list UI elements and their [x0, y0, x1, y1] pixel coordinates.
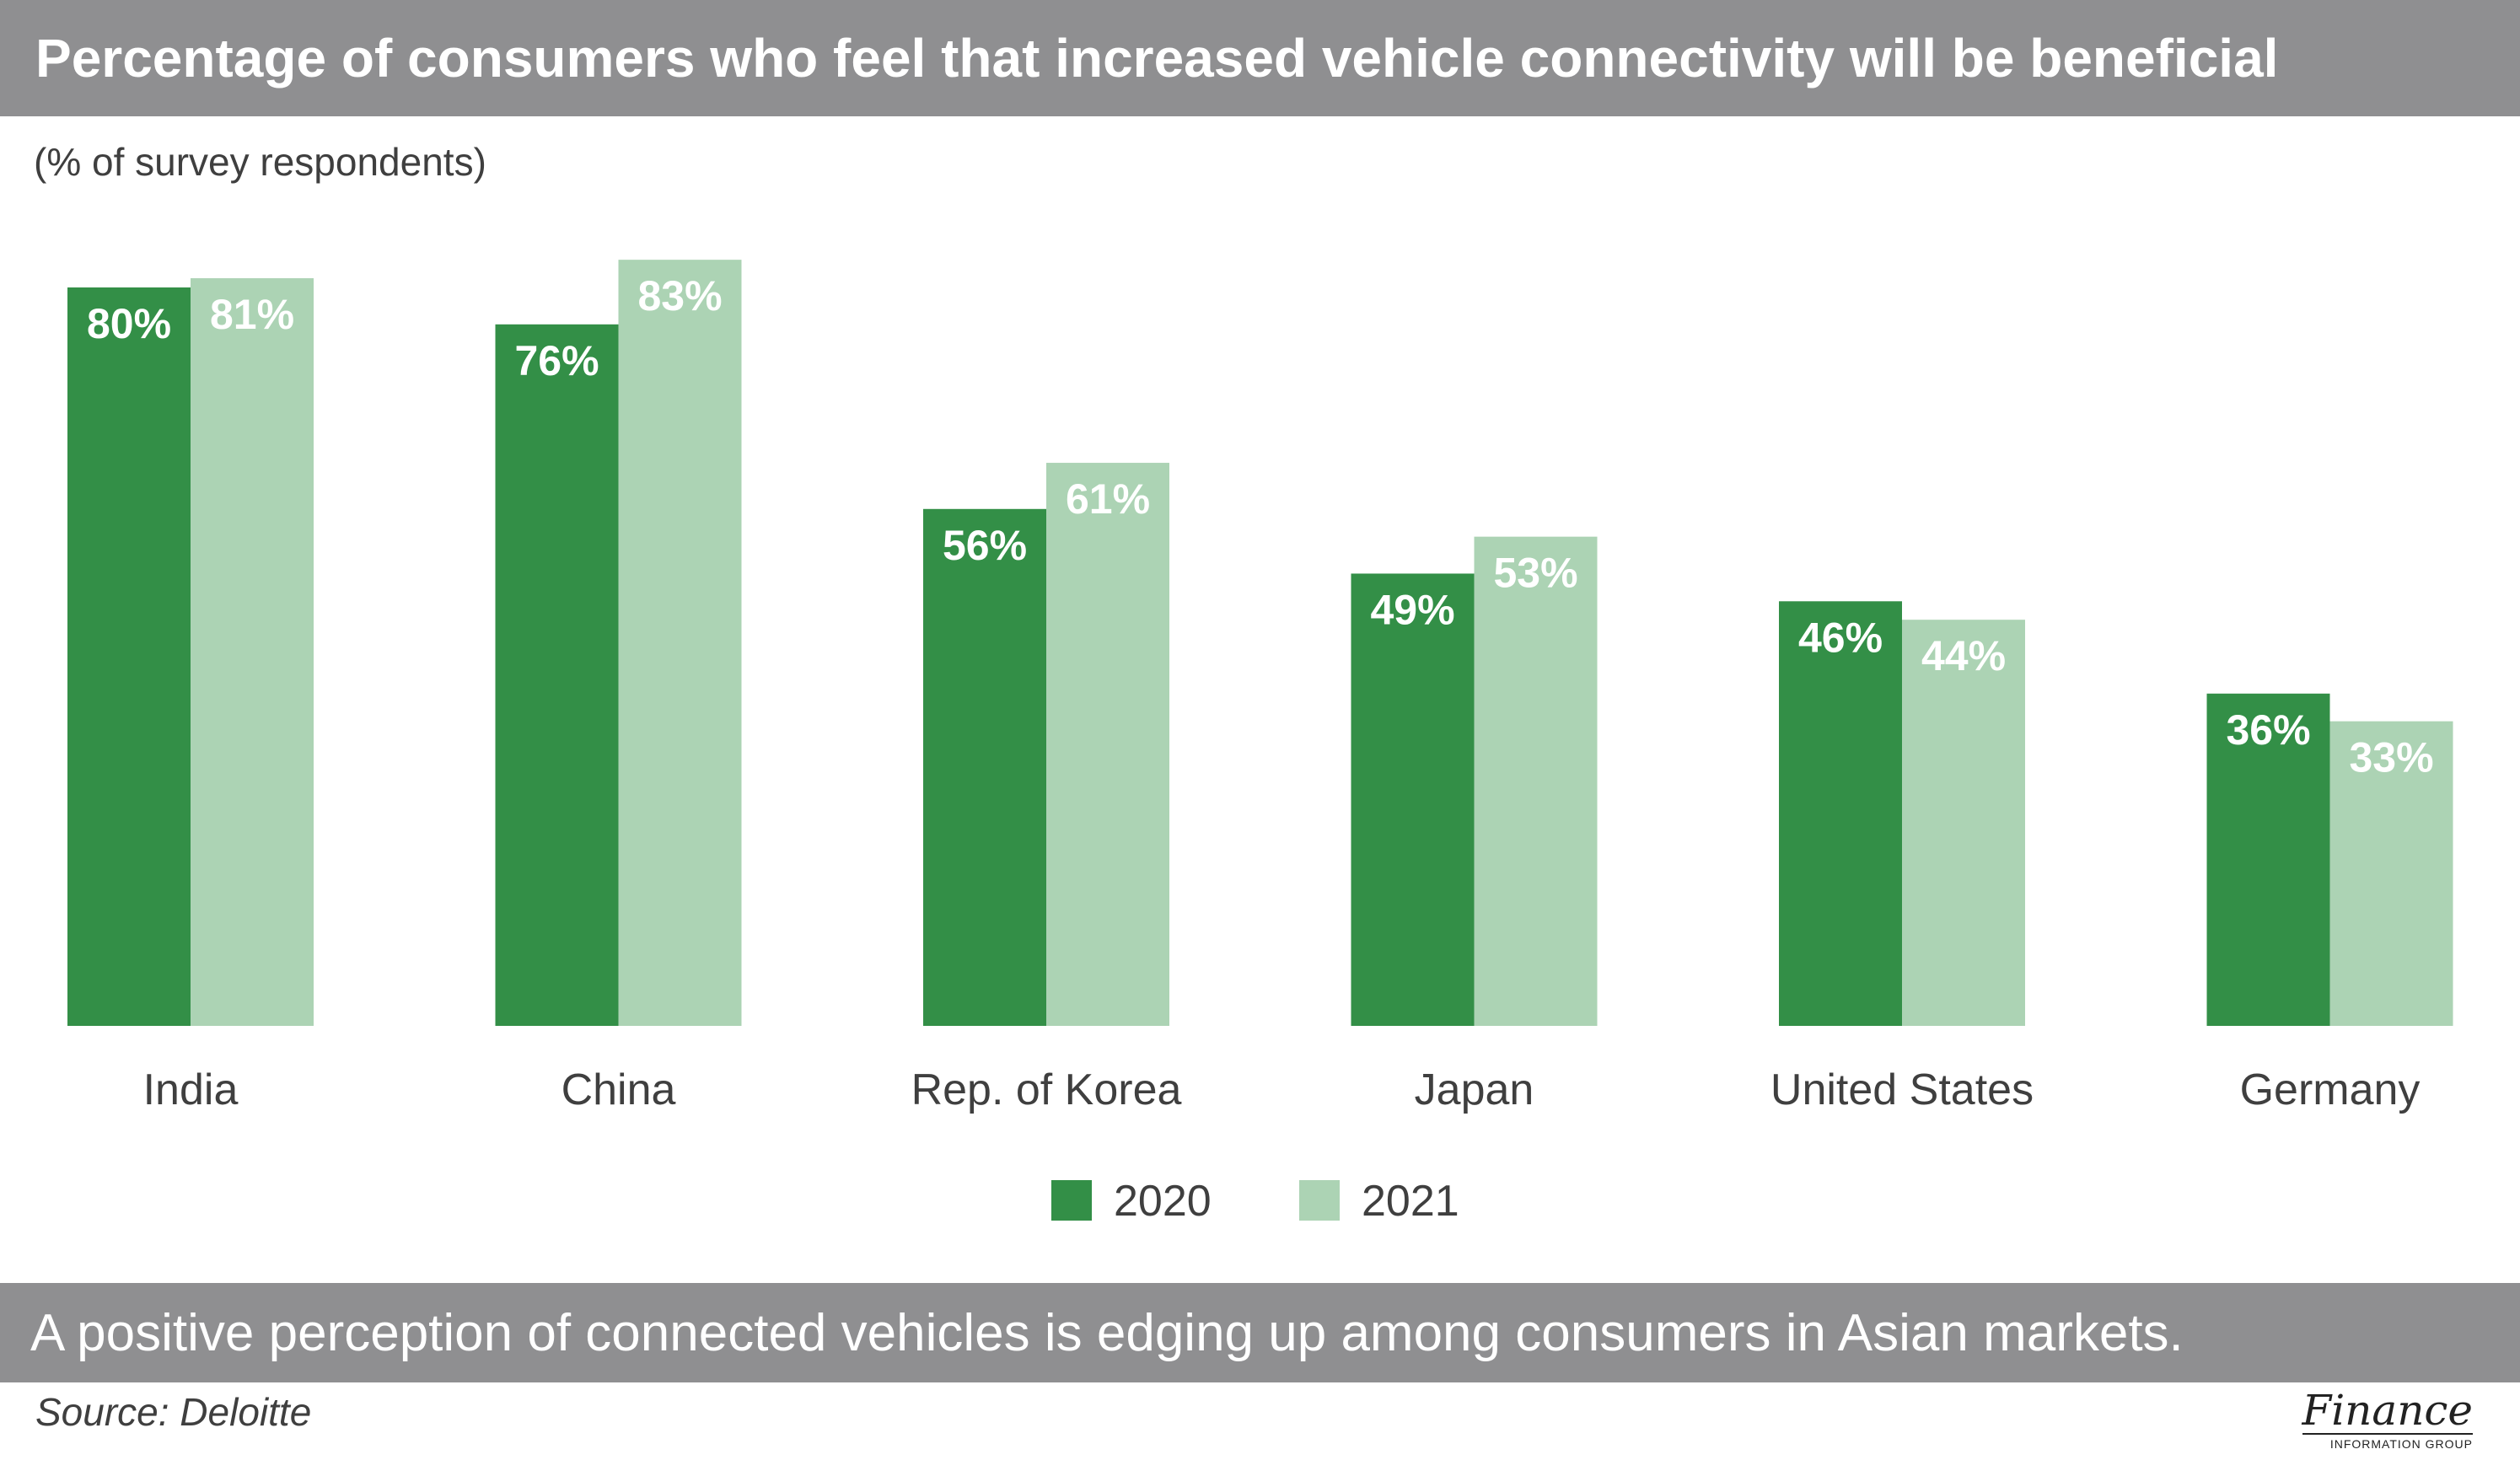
bar-rep-of-korea-2021	[1046, 463, 1169, 1026]
bar-india-2020	[67, 287, 191, 1026]
data-label-germany-2020: 36%	[2226, 706, 2310, 754]
logo-subtitle: INFORMATION GROUP	[2302, 1433, 2473, 1451]
bar-chart: 80% 81% India 76% 83% China 56% 61% Rep. of Kore…	[67, 260, 2453, 1226]
bar-germany-2020	[2206, 693, 2330, 1026]
bar-rep-of-korea-2020	[923, 508, 1046, 1026]
data-label-japan-2021: 53%	[1493, 550, 1577, 597]
data-label-india-2021: 81%	[210, 291, 294, 338]
data-label-rep-of-korea-2021: 61%	[1066, 475, 1150, 523]
data-label-india-2020: 80%	[87, 300, 171, 347]
caption-text: A positive perception of connected vehic…	[30, 1303, 2184, 1362]
bar-japan-2021	[1474, 536, 1598, 1026]
bar-japan-2020	[1351, 573, 1475, 1026]
legend-label-2020: 2020	[1114, 1177, 1212, 1226]
data-label-germany-2021: 33%	[2349, 734, 2433, 781]
chart-subtitle: (% of survey respondents)	[34, 140, 486, 184]
chart-title: Percentage of consumers who feel that in…	[0, 0, 2520, 116]
data-label-japan-2020: 49%	[1370, 586, 1454, 633]
bar-india-2021	[191, 278, 314, 1026]
chart-title-text: Percentage of consumers who feel that in…	[35, 28, 2279, 89]
data-label-united-states-2021: 44%	[1921, 632, 2006, 679]
legend-swatch-2021	[1299, 1180, 1340, 1221]
bar-china-2020	[495, 324, 619, 1026]
x-tick-label-japan: Japan	[1415, 1065, 1534, 1114]
legend-swatch-2020	[1051, 1180, 1092, 1221]
data-label-china-2021: 83%	[637, 272, 722, 319]
legend-label-2021: 2021	[1362, 1177, 1459, 1226]
bar-united-states-2020	[1779, 601, 1902, 1026]
x-tick-label-china: China	[561, 1065, 676, 1114]
finance-logo: Finance INFORMATION GROUP	[2302, 1386, 2474, 1451]
bar-germany-2021	[2329, 721, 2453, 1026]
x-tick-label-united-states: United States	[1770, 1065, 2034, 1114]
bar-china-2021	[618, 260, 742, 1026]
caption-bar: A positive perception of connected vehic…	[0, 1283, 2520, 1382]
data-label-china-2020: 76%	[514, 337, 599, 384]
data-label-united-states-2020: 46%	[1798, 614, 1883, 661]
source-note: Source: Deloitte	[35, 1390, 312, 1434]
bar-united-states-2021	[1902, 620, 2025, 1026]
data-label-rep-of-korea-2020: 56%	[943, 522, 1027, 569]
x-tick-label-india: India	[143, 1065, 239, 1114]
logo-wordmark: Finance	[2302, 1386, 2474, 1435]
x-tick-label-germany: Germany	[2240, 1065, 2421, 1114]
x-tick-label-rep-of-korea: Rep. of Korea	[911, 1065, 1182, 1114]
